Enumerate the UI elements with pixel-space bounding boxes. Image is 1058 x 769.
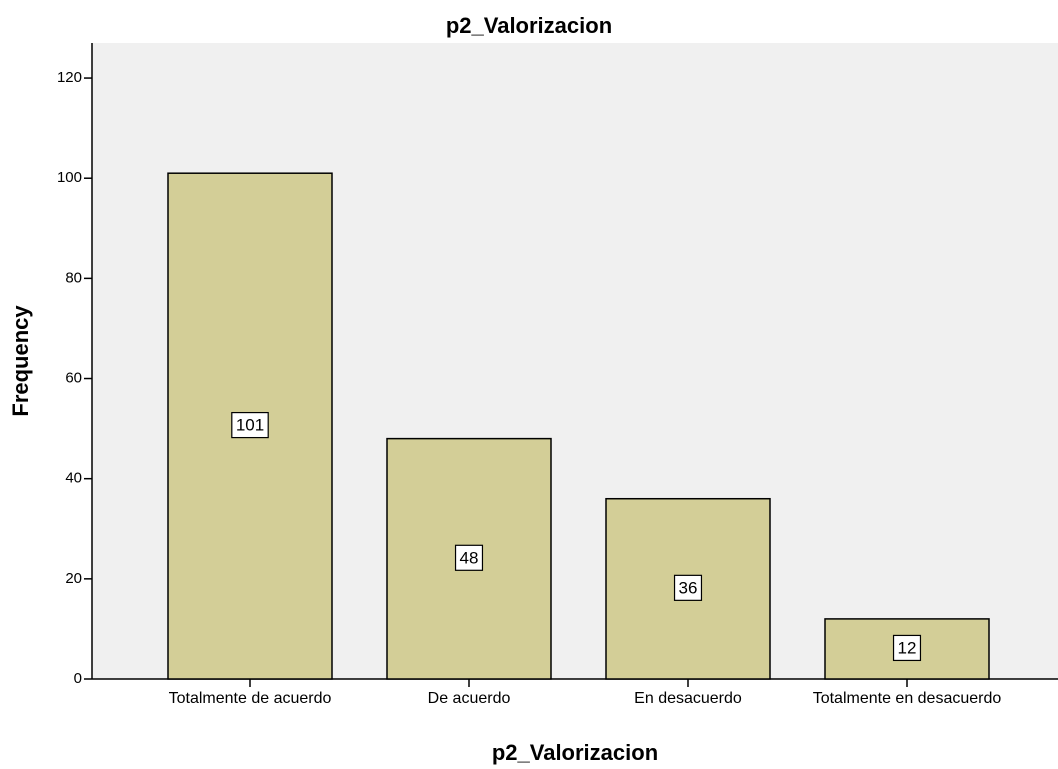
value-label-box [454,544,484,571]
y-tick-label: 80 [65,269,82,286]
value-label: 36 [679,578,698,597]
x-tick-label: Totalmente de acuerdo [168,690,332,707]
x-tick-label: De acuerdo [427,690,511,707]
x-tick-label: En desacuerdo [634,690,742,707]
y-tick-label: 0 [74,670,82,687]
y-tick-label: 100 [57,169,82,186]
value-label-box [231,411,269,439]
y-tick-label: 20 [65,570,82,587]
y-tick-label: 60 [65,369,82,386]
value-label-box [673,574,703,601]
value-label: 101 [236,416,264,435]
value-label: 48 [460,548,479,567]
x-axis-title: p2_Valorizacion [492,740,658,765]
x-tick-label: Totalmente en desacuerdo [812,690,1002,707]
y-tick-label: 120 [57,69,82,86]
chart-title: p2_Valorizacion [446,13,612,38]
value-label: 12 [898,638,917,657]
y-tick-label: 40 [65,470,82,487]
value-label-box [892,634,922,662]
y-axis-title: Frequency [8,305,33,417]
